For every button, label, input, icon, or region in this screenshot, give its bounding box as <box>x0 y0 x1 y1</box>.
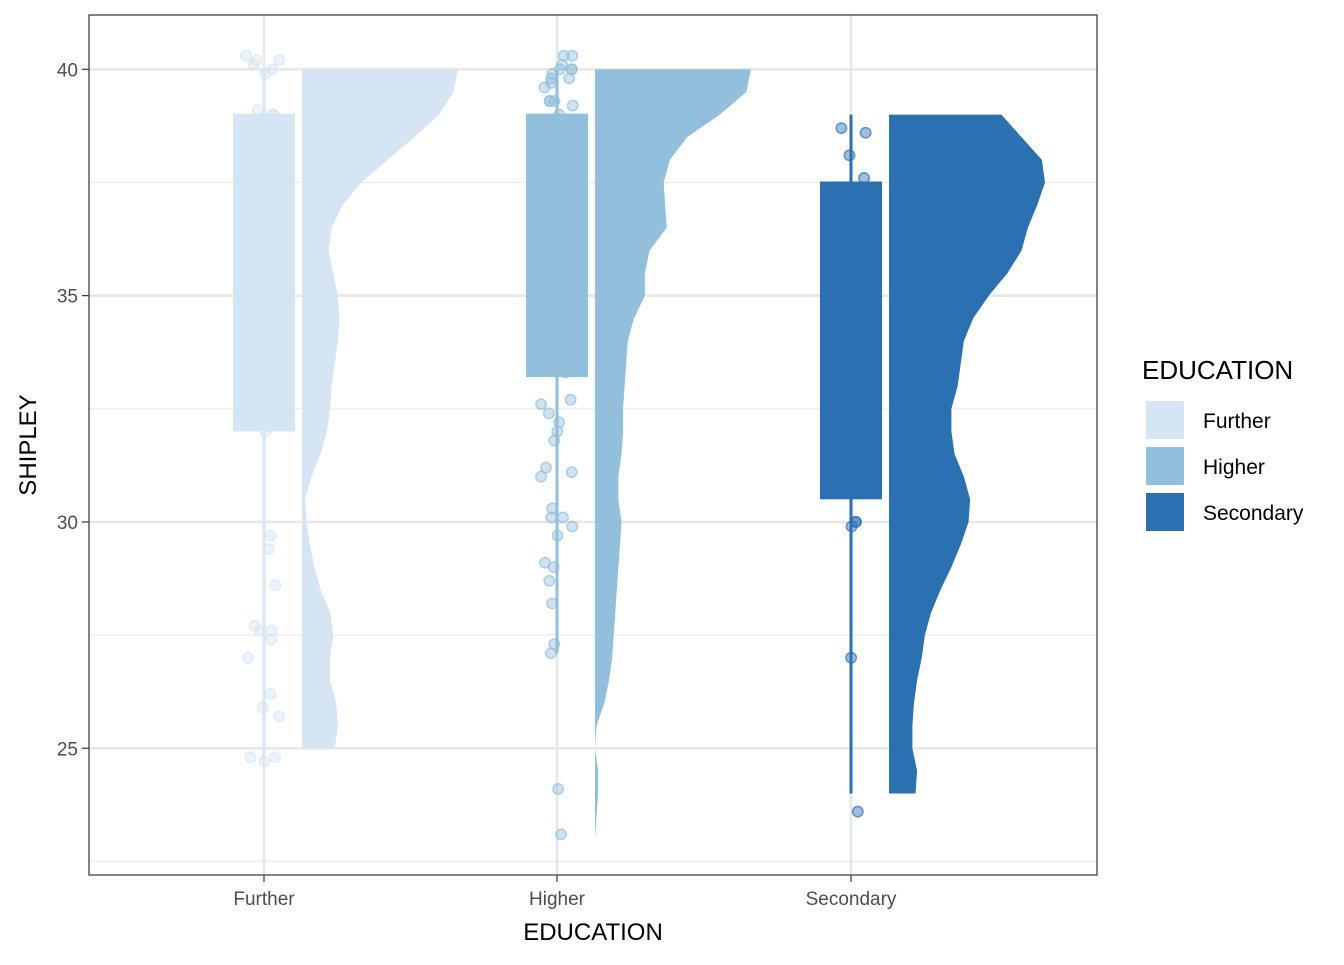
y-tick-label: 35 <box>57 287 78 308</box>
data-point <box>542 407 555 420</box>
data-point <box>240 49 252 62</box>
data-point <box>546 502 559 515</box>
data-point <box>557 49 570 62</box>
legend-key-higher <box>1146 447 1184 485</box>
data-point <box>251 104 264 117</box>
data-point <box>845 520 858 533</box>
data-point <box>564 393 577 406</box>
data-point <box>563 72 576 85</box>
density-cloud-secondary <box>889 114 1045 794</box>
data-point <box>543 95 556 107</box>
data-point <box>273 710 286 723</box>
data-point <box>566 49 579 62</box>
data-point <box>559 366 572 379</box>
data-point <box>264 687 277 700</box>
data-point <box>258 755 271 768</box>
data-point <box>555 828 568 841</box>
data-point <box>259 67 272 80</box>
box-further <box>233 114 295 432</box>
data-point <box>859 126 872 139</box>
data-point <box>845 651 858 664</box>
data-point <box>835 122 848 135</box>
data-point <box>262 543 275 556</box>
data-point <box>538 81 551 94</box>
data-point <box>244 751 257 764</box>
legend: EDUCATION Further Higher Secondary <box>1142 355 1304 531</box>
y-axis-title: SHIPLEY <box>15 394 42 495</box>
data-point <box>264 529 277 542</box>
data-point <box>556 511 569 524</box>
data-point <box>547 561 560 574</box>
data-point <box>545 511 558 524</box>
box-secondary <box>820 182 882 500</box>
y-tick-label: 25 <box>57 739 78 760</box>
data-point <box>551 529 564 542</box>
data-point <box>546 597 559 610</box>
data-point <box>566 520 579 533</box>
data-point <box>553 108 566 121</box>
data-point <box>535 470 547 483</box>
density-cloud-higher <box>595 69 751 839</box>
data-point <box>241 651 254 664</box>
x-tick-label: Secondary <box>806 889 897 910</box>
plot-panel-border <box>88 14 1098 876</box>
y-tick-label: 40 <box>57 60 78 81</box>
legend-title: EDUCATION <box>1142 355 1293 385</box>
legend-label: Further <box>1203 410 1271 433</box>
box-higher <box>526 114 588 378</box>
boxplots <box>233 69 882 794</box>
axes: 25 30 35 40 Further Higher Secondary <box>57 60 897 910</box>
x-tick-label: Higher <box>529 889 586 910</box>
data-point <box>543 574 556 587</box>
legend-key-further <box>1146 401 1184 439</box>
data-point <box>548 434 561 447</box>
x-tick-label: Further <box>233 889 295 910</box>
data-point <box>269 751 282 764</box>
data-point <box>273 54 286 67</box>
density-cloud-further <box>302 69 458 749</box>
data-point <box>545 647 557 660</box>
legend-key-secondary <box>1146 493 1184 531</box>
data-point <box>851 805 864 818</box>
data-point <box>265 633 278 646</box>
data-point <box>539 461 552 474</box>
data-point <box>858 171 871 184</box>
jittered-points <box>240 49 872 841</box>
data-point <box>253 624 266 637</box>
data-point <box>843 149 856 162</box>
data-point <box>247 58 260 71</box>
x-axis-title: EDUCATION <box>523 919 663 946</box>
data-point <box>566 99 579 112</box>
data-point <box>553 416 566 429</box>
y-tick-label: 30 <box>57 513 78 534</box>
data-point <box>565 466 578 479</box>
legend-label: Secondary <box>1203 502 1304 525</box>
data-point <box>267 108 280 121</box>
data-point <box>259 425 272 438</box>
data-point <box>269 579 282 592</box>
data-point <box>552 783 565 795</box>
data-point <box>535 398 548 411</box>
density-clouds <box>302 69 1045 839</box>
legend-label: Higher <box>1203 456 1265 479</box>
data-point <box>265 624 278 637</box>
data-point <box>256 701 269 714</box>
